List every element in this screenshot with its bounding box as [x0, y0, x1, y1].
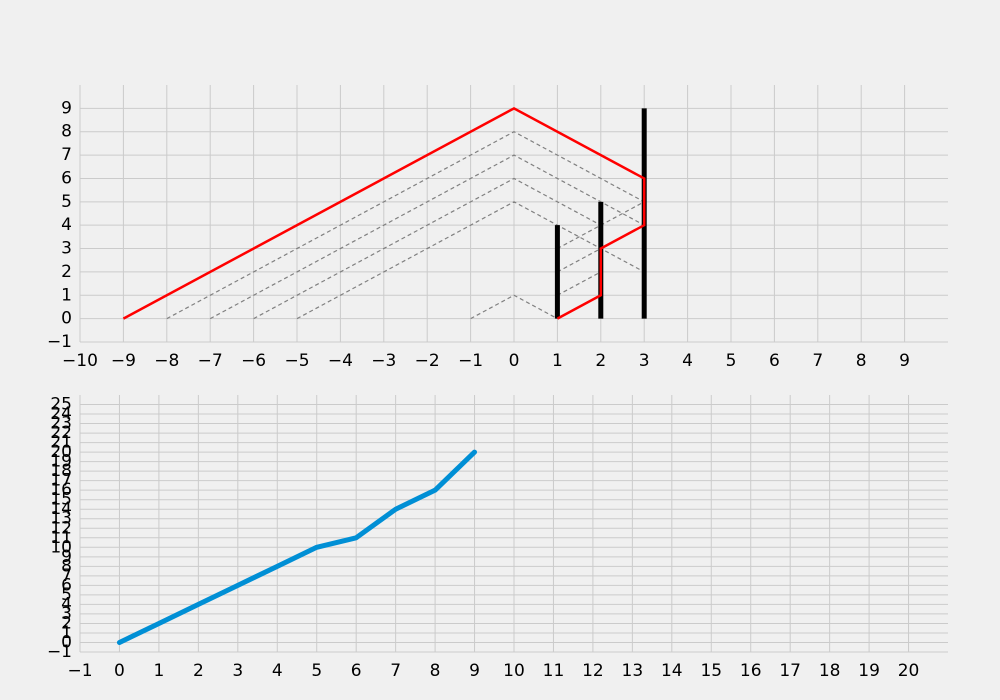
y-tick-label: 19	[50, 452, 72, 472]
series-line	[116, 449, 478, 645]
y-tick-label: 15	[50, 490, 72, 510]
x-tick-label: 20	[898, 661, 920, 681]
x-tick-label: −2	[415, 351, 440, 371]
y-tick-label: 18	[50, 461, 72, 481]
y-tick-label: 8	[61, 122, 72, 142]
y-tick-label: 0	[61, 309, 72, 329]
y-tick-label: 3	[61, 239, 72, 259]
x-tick-label: 5	[726, 351, 737, 371]
x-tick-label: 1	[153, 661, 164, 681]
x-tick-label: 19	[858, 661, 880, 681]
guide-line	[557, 248, 602, 273]
y-tick-label: 12	[50, 518, 72, 538]
x-tick-label: 8	[430, 661, 441, 681]
x-tick-label: 3	[232, 661, 243, 681]
y-tick-label: 5	[61, 585, 72, 605]
x-tick-label: 2	[595, 351, 606, 371]
x-tick-label: 18	[819, 661, 841, 681]
y-tick-label: 14	[50, 499, 72, 519]
y-tick-label: 10	[50, 537, 72, 557]
top-chart: −10 −9 −8 −7 −6 −5 −4 −3 −2 −1 0 1 2 3 4 5 6 7 8 9−10123456…	[47, 85, 948, 371]
x-tick-label: 3	[639, 351, 650, 371]
x-tick-label: 9	[469, 661, 480, 681]
y-tick-label: 6	[61, 575, 72, 595]
guide-line	[166, 131, 645, 320]
y-tick-label: 21	[50, 433, 72, 453]
x-tick-label: −9	[111, 351, 136, 371]
x-tick-label: 6	[351, 661, 362, 681]
x-tick-label: 14	[661, 661, 683, 681]
x-tick-label: −1	[458, 351, 483, 371]
y-tick-label: 9	[61, 98, 72, 118]
x-tick-label: 7	[812, 351, 823, 371]
y-tick-label: 1	[61, 623, 72, 643]
bottom-chart: −1 0 1 2 3 4 5 6 7 8 9 10 11 12 13 14 15 16 17 18 19 20−10123…	[47, 395, 948, 681]
y-tick-label: 13	[50, 509, 72, 529]
y-tick-label: 16	[50, 480, 72, 500]
x-tick-label: 13	[622, 661, 644, 681]
x-tick-label: 11	[543, 661, 565, 681]
x-tick-label: 12	[582, 661, 604, 681]
x-tick-label: 8	[856, 351, 867, 371]
y-tick-label: 7	[61, 566, 72, 586]
x-tick-label: 0	[509, 351, 520, 371]
x-tick-label: 17	[779, 661, 801, 681]
x-tick-label: −5	[284, 351, 309, 371]
y-tick-label: −1	[47, 332, 72, 352]
x-tick-label: −3	[371, 351, 396, 371]
x-tick-label: 5	[311, 661, 322, 681]
y-tick-label: 4	[61, 594, 72, 614]
x-tick-label: 4	[272, 661, 283, 681]
y-tick-label: 22	[50, 423, 72, 443]
x-tick-label: 16	[740, 661, 762, 681]
y-tick-label: 4	[61, 215, 72, 235]
x-tick-label: −6	[241, 351, 266, 371]
y-tick-label: 0	[61, 632, 72, 652]
y-tick-label: 6	[61, 168, 72, 188]
guide-line	[470, 294, 558, 320]
guide-line	[253, 177, 602, 320]
x-tick-label: 10	[503, 661, 525, 681]
envelope-line	[122, 106, 646, 320]
x-tick-label: −8	[154, 351, 179, 371]
y-tick-label: 1	[61, 285, 72, 305]
y-tick-label: 7	[61, 145, 72, 165]
x-tick-label: 0	[114, 661, 125, 681]
y-tick-label: 24	[50, 404, 72, 424]
x-tick-label: 4	[682, 351, 693, 371]
y-tick-label: 5	[61, 192, 72, 212]
y-tick-label: 11	[50, 528, 72, 548]
x-tick-label: −10	[62, 351, 98, 371]
x-tick-label: −1	[67, 661, 92, 681]
x-tick-label: −7	[198, 351, 223, 371]
x-tick-label: 9	[899, 351, 910, 371]
y-tick-label: 8	[61, 556, 72, 576]
x-tick-label: 7	[390, 661, 401, 681]
y-tick-label: 2	[61, 613, 72, 633]
x-tick-label: 6	[769, 351, 780, 371]
guide-line	[557, 271, 602, 296]
y-tick-label: 9	[61, 547, 72, 567]
y-tick-label: −1	[47, 642, 72, 662]
y-tick-label: 3	[61, 604, 72, 624]
y-tick-label: 17	[50, 471, 72, 491]
x-tick-label: 2	[193, 661, 204, 681]
y-tick-label: 25	[50, 395, 72, 415]
y-tick-label: 23	[50, 414, 72, 434]
y-tick-label: 2	[61, 262, 72, 282]
x-tick-label: −4	[328, 351, 353, 371]
y-tick-label: 20	[50, 442, 72, 462]
x-tick-label: 15	[700, 661, 722, 681]
x-tick-label: 1	[552, 351, 563, 371]
